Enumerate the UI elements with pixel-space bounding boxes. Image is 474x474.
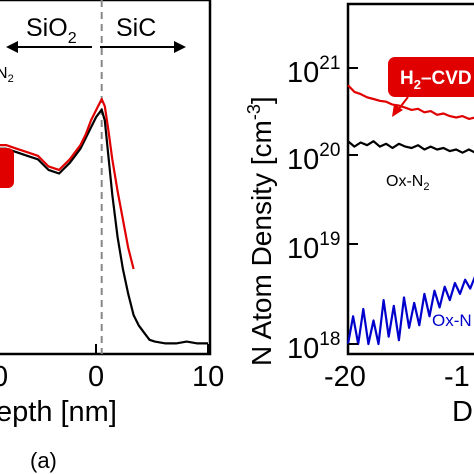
right-x-tick-label-m20: -20 [324, 361, 366, 393]
sic-arrowhead [174, 41, 186, 53]
left-series-line-0 [0, 108, 208, 345]
right-x-axis-label: D [452, 396, 473, 428]
ox-n2-label: Ox-N2 [386, 173, 429, 193]
y-tick-label-1e18: 1018 [287, 329, 340, 365]
region-label-sic: SiC [116, 14, 156, 42]
left-x-tick-label-10: 10 [192, 361, 224, 393]
panel-label-a: (a) [30, 448, 57, 473]
left-plot-frame [0, 0, 212, 356]
y-tick-label-1e19: 1019 [287, 229, 340, 265]
right-x-tick-label-m1: -1 [444, 361, 470, 393]
ox-n-blue-label: Ox-N [432, 311, 472, 330]
right-series-group [346, 84, 474, 346]
left-x-ticks: 0 0 10 [0, 344, 224, 393]
sio2-arrowhead [6, 41, 18, 53]
right-series-line-0 [347, 140, 474, 154]
right-series-line-1 [347, 84, 474, 121]
left-x-tick-label-cut: 0 [0, 361, 8, 393]
right-plot-frame [346, 2, 474, 356]
left-x-tick-label-0: 0 [88, 361, 104, 393]
right-y-axis-label: N Atom Density [cm-3] [244, 96, 277, 366]
log-density-panel: 1021 1020 1019 1018 N Atom Density [cm-3… [244, 2, 474, 428]
y-tick-label-1e21: 1021 [287, 53, 340, 89]
left-series-line-1 [0, 97, 135, 270]
left-series-group [0, 97, 208, 345]
y-tick-label-1e20: 1020 [287, 140, 340, 176]
depth-profile-panel: SiO2 SiC N2 0 0 10 epth [nm] (a) [0, 0, 224, 473]
h2-cvd-label: H2–CVD [400, 68, 472, 92]
left-x-axis-label: epth [nm] [0, 396, 117, 428]
region-label-sio2: SiO2 [26, 14, 77, 47]
right-series-line-2 [346, 276, 474, 346]
right-y-ticks: 1021 1020 1019 1018 [287, 53, 358, 365]
h2-cvd-label-box [388, 57, 474, 97]
h2-cvd-pointer-head [392, 104, 403, 117]
legend-partial-red-box [0, 148, 14, 188]
legend-partial-n2: N2 [0, 65, 14, 85]
